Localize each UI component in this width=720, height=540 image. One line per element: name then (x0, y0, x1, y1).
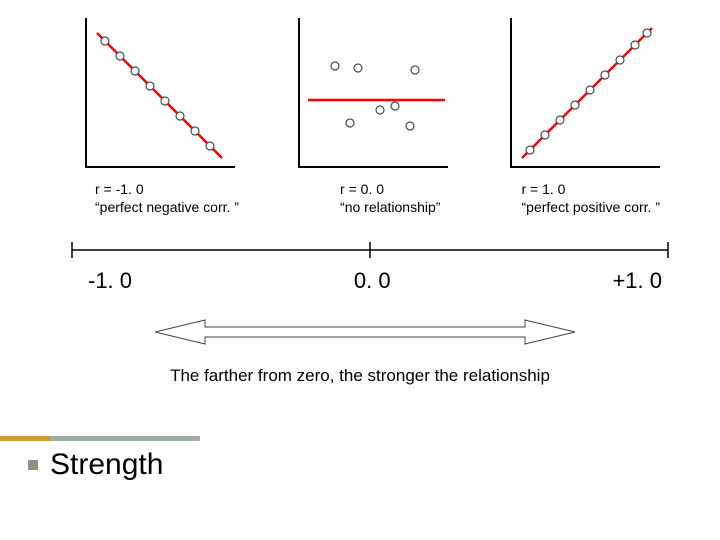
double-arrow-svg (155, 318, 575, 346)
label-zero-line2: “no relationship” (340, 198, 440, 216)
decor-bar (0, 428, 200, 433)
plot-positive (510, 18, 660, 168)
plot-zero-svg (300, 18, 450, 168)
decor-left (0, 436, 50, 441)
scale-right: +1. 0 (612, 268, 662, 294)
scale-numbers: -1. 0 0. 0 +1. 0 (70, 268, 670, 294)
plot-negative-svg (87, 18, 237, 168)
scale-svg (70, 240, 670, 260)
scale-line (70, 240, 670, 260)
labels-row: r = -1. 0 “perfect negative corr. ” r = … (85, 180, 660, 216)
caption: The farther from zero, the stronger the … (0, 366, 720, 386)
label-positive-line1: r = 1. 0 (522, 180, 661, 198)
plot-negative (85, 18, 235, 168)
scale-left: -1. 0 (88, 268, 132, 294)
title-bullet (28, 460, 38, 470)
label-positive: r = 1. 0 “perfect positive corr. ” (522, 180, 661, 216)
plot-zero (298, 18, 448, 168)
label-zero: r = 0. 0 “no relationship” (340, 180, 440, 216)
plot-positive-svg (512, 18, 662, 168)
label-negative: r = -1. 0 “perfect negative corr. ” (95, 180, 239, 216)
scale-mid: 0. 0 (354, 268, 391, 294)
page-title: Strength (50, 448, 163, 482)
label-negative-line1: r = -1. 0 (95, 180, 239, 198)
plots-row (85, 18, 660, 168)
label-zero-line1: r = 0. 0 (340, 180, 440, 198)
double-arrow (155, 318, 575, 346)
decor-right (50, 436, 200, 441)
label-positive-line2: “perfect positive corr. ” (522, 198, 661, 216)
label-negative-line2: “perfect negative corr. ” (95, 198, 239, 216)
